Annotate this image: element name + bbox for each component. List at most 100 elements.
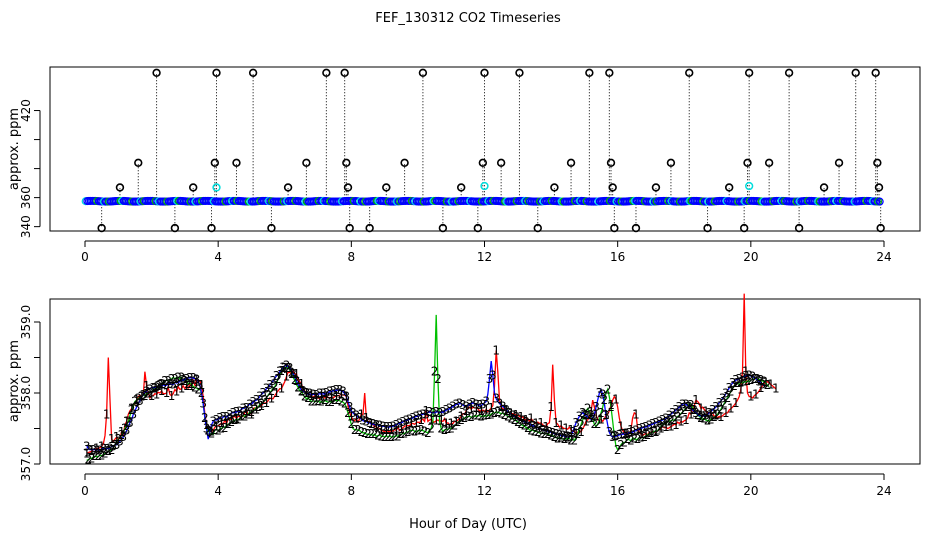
series-2-marker: 2	[341, 397, 349, 411]
series-1-marker: 1	[437, 414, 445, 428]
series-3-marker: 3	[259, 386, 267, 400]
series-1-marker: 1	[333, 389, 341, 403]
series-3-marker: 3	[372, 418, 380, 432]
series-3-marker: 3	[216, 411, 224, 425]
series-2-marker: 2	[364, 427, 372, 441]
series-1-marker: 1	[592, 407, 600, 421]
series-2-marker: 2	[547, 429, 555, 443]
series-1-marker: 1	[362, 411, 370, 425]
series-2-marker: 2	[321, 393, 329, 407]
series-3-marker: 3	[173, 376, 181, 390]
series-2-marker: 2	[867, 0, 875, 3]
series-2-marker: 2	[564, 431, 572, 445]
top-outlier-point	[283, 183, 293, 192]
series-1-marker: 1	[253, 402, 261, 416]
series-1-marker: 1	[113, 430, 121, 444]
series-1-marker: 1	[193, 373, 201, 387]
series-1-marker: 1	[642, 426, 650, 440]
series-3-marker: 3	[712, 400, 720, 414]
series-2-marker: 2	[597, 406, 605, 420]
series-3-marker: 3	[695, 409, 703, 423]
series-1-marker: 1	[577, 425, 585, 439]
series-1-marker: 1	[487, 401, 495, 415]
series-2-marker: 2	[474, 409, 482, 423]
series-3-marker: 3	[512, 410, 520, 424]
series-2-marker: 2	[531, 424, 539, 438]
series-2-marker: 2	[374, 429, 382, 443]
series-2-marker: 2	[640, 430, 648, 444]
series-2-marker: 2	[621, 436, 629, 450]
series-1-marker: 1	[792, 0, 800, 3]
series-1-marker: 1	[377, 424, 385, 438]
series-2-marker: 2	[627, 434, 635, 448]
series-3-marker: 3	[306, 387, 314, 401]
series-3-marker: 3	[865, 0, 873, 3]
top-baseline-point	[875, 197, 884, 206]
series-2-marker: 2	[617, 438, 625, 452]
top-outlier-point	[784, 68, 794, 78]
series-3-marker: 3	[466, 397, 474, 411]
series-3-marker: 3	[223, 410, 231, 424]
series-2-marker: 2	[534, 425, 542, 439]
series-2-marker: 2	[767, 0, 775, 3]
top-outlier-point	[608, 183, 617, 192]
series-3-marker: 3	[86, 443, 94, 457]
top-vertical-lines	[101, 72, 882, 229]
bottom-x-axis: 0 4 8 12 16 20 24	[81, 473, 892, 498]
series-3-marker: 3	[506, 406, 514, 420]
series-1-marker: 1	[442, 417, 450, 431]
series-2-marker: 2	[461, 411, 469, 425]
series-1-marker: 1	[123, 414, 131, 428]
series-3-marker: 3	[732, 373, 740, 387]
series-3-marker: 3	[539, 423, 547, 437]
series-3-marker: 3	[672, 403, 680, 417]
series-2-marker: 2	[694, 408, 702, 422]
series-2-marker: 2	[730, 379, 738, 393]
series-3-marker: 3	[589, 411, 597, 425]
series-3-marker: 3	[792, 0, 800, 3]
series-3-marker: 3	[196, 378, 204, 392]
series-1-marker: 1	[188, 379, 196, 393]
top-x-tick-label: 0	[81, 250, 89, 264]
top-outlier-point	[418, 68, 428, 78]
series-1-marker: 1	[427, 412, 435, 426]
series-3-marker: 3	[362, 414, 370, 428]
series-2-marker: 2	[760, 375, 768, 389]
series-1-marker: 1	[452, 414, 460, 428]
top-outlier-point	[212, 68, 221, 78]
series-3-marker: 3	[419, 407, 427, 421]
series-2-marker: 2	[824, 0, 832, 3]
series-2-marker: 2	[377, 429, 385, 443]
series-1-marker: 1	[657, 422, 665, 436]
series-3-marker: 3	[189, 371, 197, 385]
top-x-tick-label: 20	[743, 250, 758, 264]
top-outlier-point	[170, 223, 180, 233]
series-2-marker: 2	[188, 377, 196, 391]
series-3-marker: 3	[402, 414, 410, 428]
top-outlier-point	[400, 158, 409, 167]
series-1-marker: 1	[507, 407, 515, 421]
bottom-x-tick-label: 12	[477, 484, 492, 498]
top-outlier-point	[703, 223, 712, 233]
series-1-marker: 1	[682, 413, 690, 427]
series-3-marker: 3	[662, 412, 670, 426]
top-outlier-point	[322, 68, 331, 78]
series-3-marker: 3	[316, 387, 324, 401]
series-2-marker: 2	[601, 393, 609, 407]
series-1-marker: 1	[852, 0, 860, 3]
series-3-marker: 3	[625, 426, 633, 440]
series-2-marker: 2	[191, 380, 199, 394]
series-3-marker: 3	[779, 0, 787, 3]
series-3-marker: 3	[213, 413, 221, 427]
top-outlier-point	[134, 158, 143, 167]
series-2-marker: 2	[234, 412, 242, 426]
series-2-marker: 2	[421, 424, 429, 438]
series-1-marker: 1	[842, 0, 850, 3]
series-1-line	[86, 293, 777, 454]
series-3-marker: 3	[323, 386, 331, 400]
series-3-marker: 3	[276, 365, 284, 379]
series-2-marker: 2	[680, 403, 688, 417]
figure-title: FEF_130312 CO2 Timeseries	[375, 11, 561, 26]
series-3-marker: 3	[719, 392, 727, 406]
series-3-marker: 3	[635, 422, 643, 436]
